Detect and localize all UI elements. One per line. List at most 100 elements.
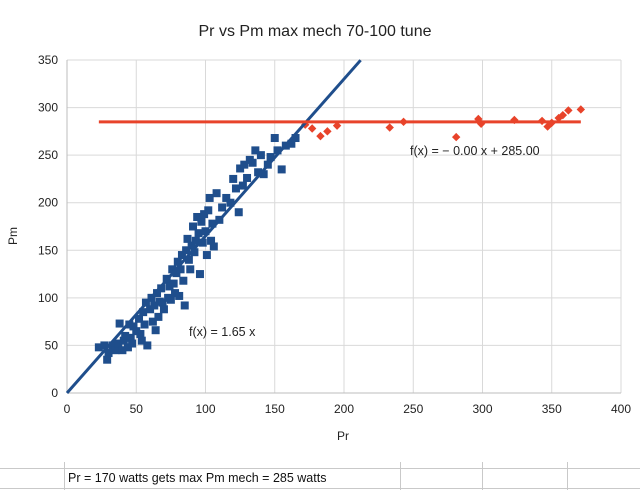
series-1-point [108, 341, 117, 350]
series-1-point [187, 241, 196, 250]
series-1-point [266, 153, 275, 162]
series-1-point [165, 282, 174, 291]
series-1-point [100, 341, 109, 350]
series-1-point [114, 339, 123, 348]
spreadsheet-cell[interactable]: Pr = 170 watts gets max Pm mech = 285 wa… [68, 471, 327, 485]
series-2-point [564, 106, 573, 115]
series-1-point [202, 251, 211, 260]
series-1-point [256, 151, 265, 160]
series-1-point [212, 189, 221, 198]
y-tick-label: 50 [45, 338, 59, 352]
series-1-point [148, 317, 157, 326]
y-tick-label: 350 [38, 53, 58, 67]
y-tick-label: 0 [51, 386, 58, 400]
series-1-point [146, 305, 155, 314]
series-1-point [195, 270, 204, 279]
series-1-point [140, 320, 149, 329]
trendline-2-equation: f(x) = − 0.00 x + 285.00 [410, 144, 540, 158]
sheet-col-border [400, 462, 401, 490]
series-1-point [132, 327, 141, 336]
series-1-point [180, 301, 189, 310]
series-1-point [169, 279, 178, 288]
x-tick-label: 350 [542, 402, 562, 416]
series-1-point [151, 326, 160, 335]
series-1-point [186, 265, 195, 274]
chart: Pr vs Pm max mech 70-100 tune 0 50 100 150 2… [6, 23, 631, 443]
series-1-point [240, 160, 249, 169]
trendline-1-equation: f(x) = 1.65 x [189, 325, 256, 339]
sheet-col-border [64, 462, 65, 490]
series-1-point [238, 181, 247, 190]
series-1-point [287, 139, 296, 148]
series-1-point [201, 227, 210, 236]
y-tick-label: 300 [38, 101, 58, 115]
series-1-point [173, 257, 182, 266]
series-1-point [111, 346, 120, 355]
series-1-point [200, 210, 209, 219]
series-1-point [121, 331, 130, 340]
series-1-point [177, 251, 186, 260]
series-2-point [316, 131, 325, 141]
series-1-point [209, 242, 218, 251]
x-tick-label: 250 [403, 402, 423, 416]
y-tick-label: 100 [38, 291, 58, 305]
series-1-point [126, 333, 135, 342]
y-tick-label: 200 [38, 196, 58, 210]
series-1-point [183, 234, 192, 243]
series-1-point [94, 343, 103, 352]
series-1-point [179, 276, 188, 285]
x-tick-label: 300 [472, 402, 492, 416]
trendlines [65, 59, 581, 394]
sheet-col-border [567, 462, 568, 490]
series-1-point [103, 355, 112, 364]
series-1-point [135, 314, 144, 323]
y-tick-label: 250 [38, 148, 58, 162]
tick-labels: 0 50 100 150 200 250 300 350 400 0 50 100 150 200 250 3… [38, 53, 631, 416]
series-1-point [291, 134, 300, 143]
series-1-point [208, 219, 217, 228]
series-2-point [451, 132, 461, 142]
series-1-point [259, 170, 268, 179]
series-2-point [543, 122, 552, 131]
series-1-point [273, 146, 282, 155]
series-1-point [231, 184, 240, 193]
series-1-point [171, 289, 180, 298]
series-2-point [385, 123, 394, 132]
series-1-point [128, 339, 137, 348]
series-2-point [323, 127, 332, 136]
series-1-point [222, 193, 231, 202]
trendline-1 [65, 59, 362, 394]
x-tick-label: 200 [334, 402, 354, 416]
series-1-point [251, 146, 260, 155]
x-tick-label: 50 [130, 402, 144, 416]
series-1-point [277, 165, 286, 174]
series-1-point [139, 308, 148, 317]
series-1-point [143, 341, 152, 350]
series-1-point [207, 236, 216, 245]
x-tick-label: 0 [64, 402, 71, 416]
series-1-point [136, 330, 145, 339]
series-2-point [576, 105, 586, 114]
series-1-point [198, 238, 207, 247]
series-2-point [307, 124, 317, 133]
series-2-point [332, 121, 342, 130]
series-1-point [197, 217, 206, 226]
series-1-point [190, 248, 199, 257]
sheet-row-border-bottom [0, 488, 640, 489]
series-1-point [168, 265, 177, 274]
x-tick-label: 150 [265, 402, 285, 416]
series-1-point [184, 255, 193, 264]
series-1-point [176, 265, 185, 274]
series-1-point [175, 291, 184, 300]
series-1-point [118, 346, 127, 355]
series-1-point [204, 206, 213, 215]
series-1-point [115, 319, 124, 328]
series-1-point [154, 312, 163, 321]
series-1-point [172, 269, 181, 278]
series-1-point [226, 198, 235, 207]
spreadsheet-strip: Pr = 170 watts gets max Pm mech = 285 wa… [0, 462, 640, 490]
series-1-point [191, 236, 200, 245]
x-tick-label: 100 [195, 402, 215, 416]
series-1-point [104, 349, 113, 358]
x-axis-title: Pr [337, 429, 349, 443]
